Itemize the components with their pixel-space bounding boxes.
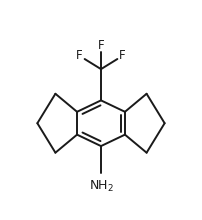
Text: F: F [119, 49, 126, 62]
Text: F: F [98, 39, 104, 52]
Text: NH$_2$: NH$_2$ [88, 179, 114, 194]
Text: F: F [76, 49, 83, 62]
